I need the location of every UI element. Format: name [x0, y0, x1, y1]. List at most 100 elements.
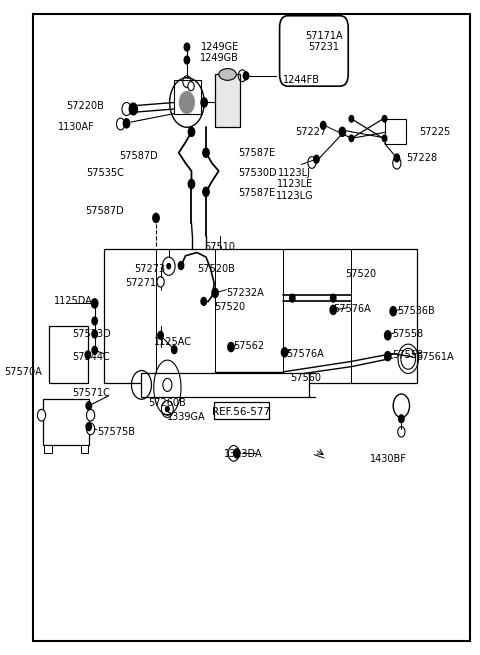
Circle shape	[349, 115, 354, 122]
Text: 57536B: 57536B	[397, 306, 434, 316]
Circle shape	[85, 351, 91, 359]
Circle shape	[203, 187, 209, 196]
Circle shape	[179, 91, 195, 113]
Text: 57558: 57558	[392, 350, 423, 360]
Circle shape	[184, 43, 190, 51]
Circle shape	[243, 72, 249, 80]
Bar	[44, 445, 51, 453]
Circle shape	[330, 305, 336, 314]
Circle shape	[390, 307, 396, 316]
Circle shape	[203, 148, 209, 157]
Text: 57225: 57225	[420, 127, 451, 137]
Text: 57587E: 57587E	[238, 148, 275, 158]
Text: 57544C: 57544C	[72, 352, 110, 362]
Bar	[43, 400, 89, 445]
Text: 57228: 57228	[406, 153, 437, 163]
Bar	[385, 119, 406, 143]
Bar	[49, 326, 88, 383]
Text: 57570A: 57570A	[5, 367, 42, 377]
Circle shape	[129, 103, 137, 115]
Text: 57171A
57231: 57171A 57231	[305, 31, 343, 52]
Circle shape	[394, 154, 399, 162]
Circle shape	[92, 330, 97, 338]
Circle shape	[228, 343, 234, 352]
Text: 57558: 57558	[392, 329, 423, 339]
Circle shape	[86, 409, 95, 421]
Text: 57571C: 57571C	[72, 388, 110, 398]
Bar	[215, 75, 240, 126]
Text: 1430BF: 1430BF	[370, 455, 407, 464]
Circle shape	[201, 297, 206, 305]
Text: 57587E: 57587E	[238, 188, 275, 198]
Circle shape	[167, 263, 170, 269]
Bar	[104, 250, 417, 383]
Text: 1125DA: 1125DA	[54, 297, 93, 307]
Circle shape	[289, 294, 295, 302]
Circle shape	[92, 299, 98, 308]
Circle shape	[321, 121, 326, 129]
Circle shape	[123, 119, 130, 128]
Circle shape	[92, 346, 97, 354]
FancyBboxPatch shape	[280, 16, 348, 86]
Circle shape	[281, 348, 288, 357]
Text: REF.56-577: REF.56-577	[212, 407, 271, 417]
Circle shape	[339, 127, 346, 136]
Text: 57535C: 57535C	[86, 168, 124, 178]
Circle shape	[384, 352, 391, 361]
Text: 1313DA: 1313DA	[224, 449, 263, 459]
Ellipse shape	[219, 69, 236, 81]
Text: 57575B: 57575B	[97, 427, 135, 437]
Text: 1244FB: 1244FB	[283, 75, 320, 84]
Text: 57576A: 57576A	[333, 304, 371, 314]
Text: 57576A: 57576A	[286, 348, 324, 358]
Text: 57232A: 57232A	[227, 288, 264, 298]
Circle shape	[158, 331, 163, 339]
Circle shape	[86, 402, 92, 409]
Text: 1123LJ
1123LE
1123LG: 1123LJ 1123LE 1123LG	[276, 168, 313, 201]
Circle shape	[188, 179, 195, 189]
Circle shape	[399, 415, 404, 422]
Circle shape	[86, 423, 95, 435]
Text: 1249GE
1249GB: 1249GE 1249GB	[200, 42, 239, 64]
Circle shape	[188, 82, 194, 91]
Circle shape	[212, 288, 218, 297]
Bar	[81, 445, 88, 453]
Text: 57273: 57273	[134, 264, 165, 274]
Text: 57227: 57227	[295, 127, 326, 137]
Text: 57561A: 57561A	[416, 352, 454, 362]
Text: 1125AC: 1125AC	[154, 337, 192, 347]
Bar	[142, 373, 309, 398]
Text: 57520: 57520	[345, 269, 376, 279]
Text: 1339GA: 1339GA	[168, 412, 206, 422]
FancyBboxPatch shape	[214, 402, 269, 419]
Text: 57260B: 57260B	[148, 398, 186, 407]
Text: 57573D: 57573D	[72, 329, 111, 339]
Text: 57587D: 57587D	[85, 206, 124, 216]
Circle shape	[178, 261, 184, 269]
Text: 57220B: 57220B	[66, 101, 104, 111]
Circle shape	[166, 406, 169, 411]
Circle shape	[384, 331, 391, 340]
Bar	[174, 80, 201, 113]
Circle shape	[86, 422, 92, 430]
Text: 57271: 57271	[125, 278, 156, 288]
Text: 57530D: 57530D	[238, 168, 276, 178]
Circle shape	[349, 135, 354, 141]
Circle shape	[331, 294, 336, 302]
Text: 57560: 57560	[290, 373, 322, 383]
Circle shape	[382, 135, 387, 141]
Text: 1130AF: 1130AF	[58, 122, 95, 132]
Text: 57520B: 57520B	[197, 264, 235, 274]
Circle shape	[92, 317, 97, 325]
Text: 57562: 57562	[233, 341, 264, 351]
Circle shape	[188, 127, 195, 136]
Circle shape	[382, 115, 387, 122]
Circle shape	[314, 155, 319, 163]
Circle shape	[171, 346, 177, 354]
Circle shape	[234, 449, 240, 458]
Circle shape	[37, 409, 46, 421]
Circle shape	[201, 98, 207, 107]
Circle shape	[153, 214, 159, 223]
Text: 57520: 57520	[214, 302, 245, 312]
Text: 57510: 57510	[204, 242, 235, 252]
